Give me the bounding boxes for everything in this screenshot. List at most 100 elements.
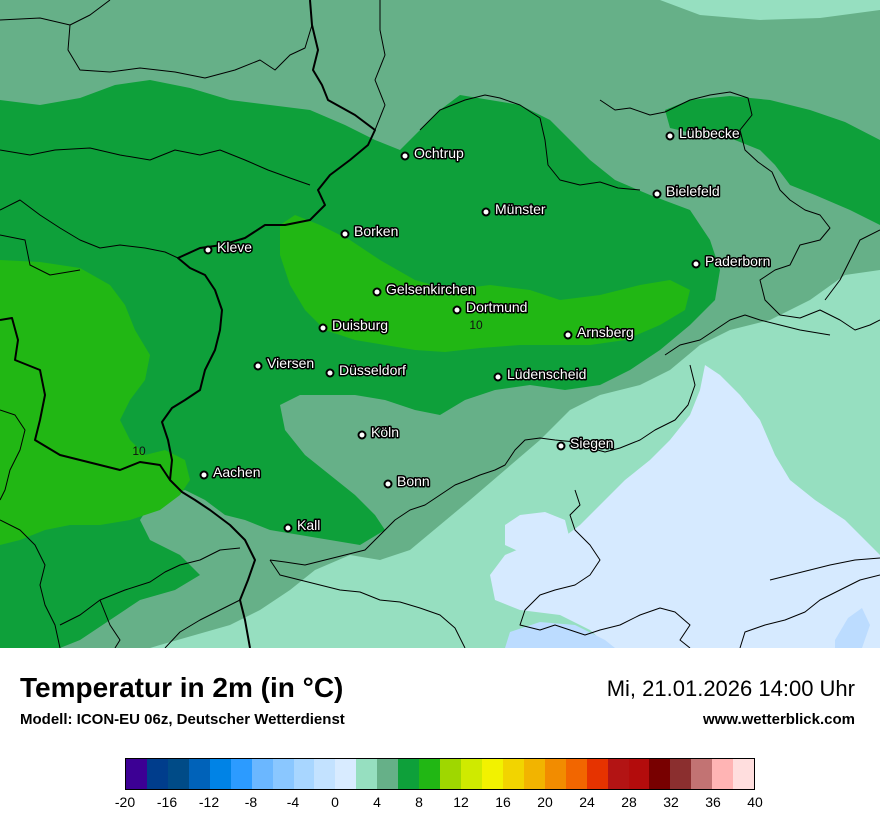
city-paderborn[interactable]: Paderborn (691, 252, 772, 271)
city-düsseldorf[interactable]: Düsseldorf (325, 361, 408, 380)
region-border-nl-5 (0, 234, 81, 276)
legend-swatch (293, 759, 315, 789)
city-label: Arnsberg (577, 324, 634, 340)
city-duisburg[interactable]: Duisburg (318, 316, 390, 335)
legend-tick: 36 (705, 794, 721, 810)
legend-tick: 20 (537, 794, 553, 810)
city-label: Dortmund (466, 299, 527, 315)
temp-band-2-4-ne (660, 0, 880, 20)
legend-swatch (628, 759, 650, 789)
region-border-be-4 (99, 599, 121, 648)
city-borken[interactable]: Borken (340, 222, 400, 241)
legend-tick: 28 (621, 794, 637, 810)
city-lübbecke[interactable]: Lübbecke (665, 124, 741, 143)
city-label: Borken (354, 223, 398, 239)
city-köln[interactable]: Köln (357, 423, 401, 442)
legend-swatch (335, 759, 357, 789)
city-label: Ochtrup (414, 145, 464, 161)
city-dot (652, 189, 662, 199)
legend-swatch (712, 759, 734, 789)
legend-tick: 4 (373, 794, 381, 810)
legend-swatch (440, 759, 461, 789)
legend-swatch (481, 759, 503, 789)
city-dot (372, 287, 382, 297)
city-label: Lüdenscheid (507, 366, 586, 382)
legend-swatch (188, 759, 210, 789)
legend-tick: 12 (453, 794, 469, 810)
region-border-9 (769, 557, 880, 581)
footer: Temperatur in 2m (in °C) Modell: ICON-EU… (0, 648, 880, 830)
contour-label: 10 (132, 444, 146, 458)
legend-tick: 32 (663, 794, 679, 810)
city-label: Bielefeld (666, 183, 720, 199)
region-border-nl-4 (0, 199, 179, 259)
temp-band-6-8-ne (665, 96, 880, 225)
forecast-datetime: Mi, 21.01.2026 14:00 Uhr (606, 676, 855, 701)
city-kleve[interactable]: Kleve (203, 238, 254, 257)
city-dot (691, 259, 701, 269)
temperature-map[interactable]: Lübbecke Ochtrup Bielefeld Münster Borken Kle… (0, 0, 880, 648)
region-border-8 (739, 574, 880, 648)
border-nl-be (0, 317, 171, 481)
city-dot (203, 245, 213, 255)
legend-tick: 8 (415, 794, 423, 810)
city-bielefeld[interactable]: Bielefeld (652, 182, 721, 201)
city-münster[interactable]: Münster (481, 200, 547, 219)
region-border-6 (269, 364, 696, 566)
legend-swatch (565, 759, 587, 789)
region-border-be-3 (59, 547, 241, 626)
temp-band-0-2-west (505, 512, 570, 552)
city-dot (481, 207, 491, 217)
legend-swatch (523, 759, 545, 789)
city-viersen[interactable]: Viersen (253, 354, 316, 373)
city-label: Siegen (570, 435, 614, 451)
legend-swatch (649, 759, 671, 789)
city-label: Paderborn (705, 253, 770, 269)
region-border-nl-2 (67, 24, 313, 79)
model-source: Modell: ICON-EU 06z, Deutscher Wetterdie… (20, 711, 345, 728)
temp-band-8-10-west (0, 260, 190, 545)
city-label: Aachen (213, 464, 260, 480)
city-label: Düsseldorf (339, 362, 406, 378)
city-dot (556, 441, 566, 451)
legend-swatch (398, 759, 420, 789)
city-bonn[interactable]: Bonn (383, 472, 431, 491)
city-dot (199, 470, 209, 480)
region-border-5 (664, 314, 831, 356)
legend-swatch (167, 759, 189, 789)
legend-tick: -4 (286, 794, 300, 810)
city-arnsberg[interactable]: Arnsberg (563, 323, 635, 342)
legend-swatch (126, 759, 147, 789)
city-kall[interactable]: Kall (283, 516, 322, 535)
city-gelsenkirchen[interactable]: Gelsenkirchen (372, 280, 477, 299)
legend-swatch (272, 759, 294, 789)
region-border-be-1 (0, 409, 26, 501)
legend-swatch (502, 759, 524, 789)
city-lüdenscheid[interactable]: Lüdenscheid (493, 365, 588, 384)
website-link[interactable]: www.wetterblick.com (703, 711, 855, 728)
city-label: Köln (371, 424, 399, 440)
region-border-7 (519, 489, 691, 648)
legend-swatch (586, 759, 608, 789)
city-label: Münster (495, 201, 546, 217)
city-dortmund[interactable]: Dortmund (452, 298, 529, 317)
city-dot (318, 323, 328, 333)
region-border-1 (374, 0, 386, 131)
city-aachen[interactable]: Aachen (199, 463, 262, 482)
legend-swatch (607, 759, 629, 789)
legend-tick: -8 (244, 794, 258, 810)
legend-tick: -20 (114, 794, 136, 810)
region-border-be-2 (0, 519, 61, 648)
city-dot (400, 151, 410, 161)
legend-swatch (314, 759, 336, 789)
legend-swatch (251, 759, 273, 789)
city-ochtrup[interactable]: Ochtrup (400, 144, 466, 163)
city-label: Gelsenkirchen (386, 281, 476, 297)
city-siegen[interactable]: Siegen (556, 434, 615, 453)
legend-swatch (461, 759, 482, 789)
region-border-4 (824, 229, 880, 301)
city-label: Lübbecke (679, 125, 740, 141)
contour-labels: 10 10 (132, 318, 483, 458)
legend-swatch (209, 759, 231, 789)
city-markers: Lübbecke Ochtrup Bielefeld Münster Borken Kle… (199, 124, 772, 535)
